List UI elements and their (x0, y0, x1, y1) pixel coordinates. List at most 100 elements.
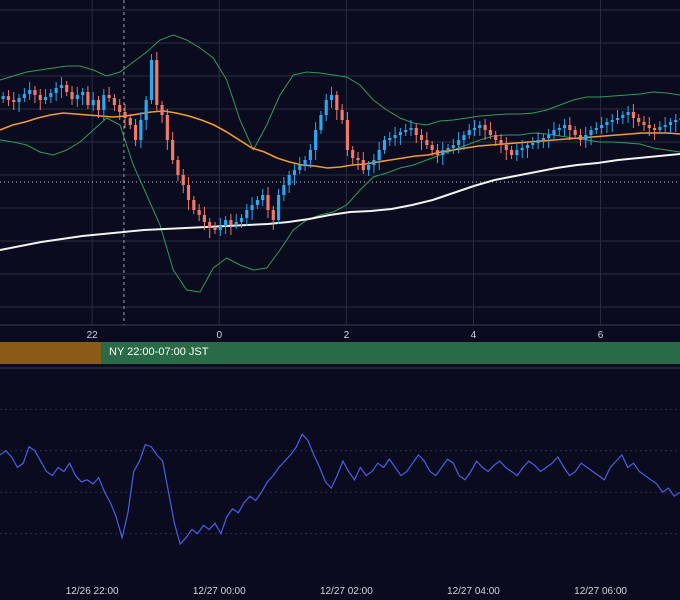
candle (329, 87, 334, 108)
candle-body (393, 135, 397, 138)
candle-body (123, 112, 127, 118)
candle-body (467, 130, 471, 135)
candle (165, 109, 169, 150)
candle (213, 222, 217, 234)
candle-body (6, 96, 11, 100)
candle (282, 177, 286, 201)
candle-body (340, 110, 344, 120)
candle (351, 146, 355, 166)
candle-body (647, 125, 651, 128)
candle-body (652, 128, 657, 130)
candle (621, 111, 625, 124)
candle (372, 154, 376, 173)
session-bar-tokyo (0, 342, 101, 364)
candle-body (149, 60, 154, 100)
candle-body (202, 215, 207, 222)
candle-body (181, 175, 185, 185)
candle (49, 89, 53, 103)
candle (144, 96, 148, 130)
candle (224, 216, 228, 234)
candle-body (568, 125, 572, 130)
candle-body (54, 88, 58, 93)
candle-body (276, 195, 281, 220)
candle-body (112, 98, 116, 105)
grid-layer (0, 0, 680, 326)
oscillator-panel (0, 367, 680, 546)
candle (276, 189, 281, 224)
candle-body (605, 122, 609, 125)
candle-body (218, 226, 222, 230)
candle (266, 187, 270, 218)
candle (451, 139, 455, 154)
moving-average-white-line (0, 153, 680, 251)
candle (186, 177, 191, 210)
candle (298, 157, 302, 174)
candle-body (547, 135, 551, 138)
candle-body (171, 140, 175, 160)
candle-body (573, 130, 577, 135)
candle (589, 126, 593, 145)
candle-body (197, 210, 201, 215)
candle-body (345, 120, 350, 150)
candle-body (155, 60, 159, 105)
candle-body (441, 150, 445, 155)
moving-average-orange-line (0, 110, 680, 169)
candle-body (208, 222, 212, 228)
candle (271, 206, 275, 230)
candle-body (160, 105, 164, 115)
candle (488, 122, 492, 139)
time-x-tick-label: 12/26 22:00 (66, 586, 119, 597)
candle (324, 94, 328, 121)
candlestick-series (1, 52, 680, 238)
candle-body (382, 140, 387, 150)
time-x-tick-label: 12/27 02:00 (320, 586, 373, 597)
candle (552, 122, 556, 139)
candle-body (107, 95, 111, 98)
candle (314, 122, 318, 160)
candle (382, 136, 387, 154)
candle (531, 137, 535, 149)
candle (547, 129, 551, 148)
candle-body (361, 160, 365, 170)
candle-body (637, 118, 641, 122)
candle (239, 214, 244, 228)
candle (642, 116, 646, 131)
candle-body (250, 205, 254, 210)
bollinger-upper-line (0, 34, 680, 152)
candle (112, 94, 116, 111)
candle (472, 120, 477, 136)
candle-body (298, 165, 302, 170)
candle (17, 94, 21, 112)
candle-body (12, 100, 16, 102)
candle (118, 99, 122, 120)
candle-body (457, 140, 461, 145)
candle (541, 134, 545, 148)
candle (663, 117, 667, 133)
candle (123, 104, 127, 128)
candle (409, 120, 413, 136)
candle-body (266, 195, 270, 210)
candle (462, 131, 466, 150)
candle (292, 164, 297, 185)
candle (610, 114, 614, 132)
candle-body (229, 220, 233, 225)
candle-body (557, 128, 561, 130)
candle (70, 86, 74, 105)
candle-body (356, 158, 360, 160)
candle-body (255, 200, 259, 205)
candle (361, 152, 365, 174)
candle (652, 124, 657, 140)
candle (668, 118, 673, 133)
candle-body (674, 120, 678, 122)
candle-body (462, 135, 466, 140)
candle-body (271, 210, 275, 220)
candle-body (658, 127, 662, 130)
candle-body (234, 222, 238, 225)
price-x-tick-label: 2 (344, 330, 350, 341)
candle (261, 189, 265, 206)
candle (425, 132, 429, 149)
time-x-tick-label: 12/27 06:00 (574, 586, 627, 597)
candle-body (17, 98, 21, 102)
candle-body (65, 85, 69, 92)
candle (573, 126, 577, 139)
